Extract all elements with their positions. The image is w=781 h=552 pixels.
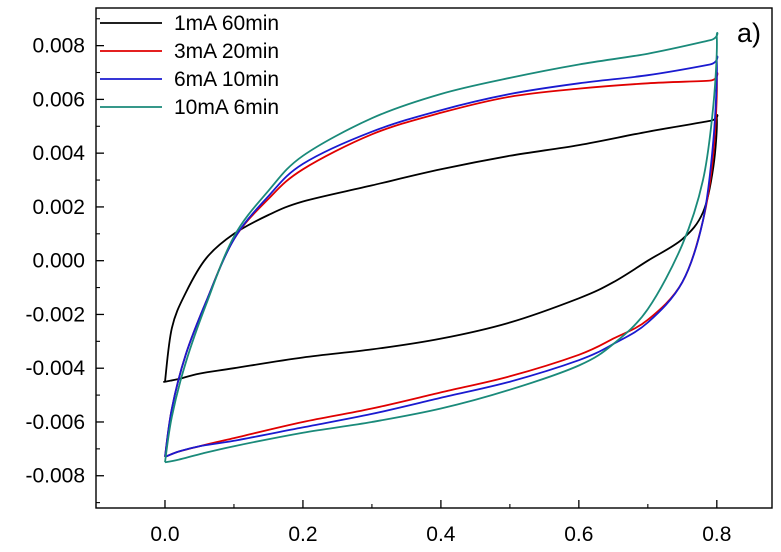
y-tick-label: -0.008 [25, 465, 85, 488]
panel-label: a) [737, 18, 761, 48]
x-tick-label: 0.2 [288, 523, 317, 546]
series-line-1 [163, 114, 719, 383]
legend-label: 1mA 60min [174, 12, 279, 35]
series-lines [163, 32, 719, 464]
series-line-4 [164, 32, 719, 464]
axes: 0.0 0.2 0.4 0.6 0.8 0.008 0.006 0.004 0.002 0.000… [25, 7, 773, 546]
x-tick-label: 0.6 [564, 523, 593, 546]
y-tick-label: -0.004 [25, 357, 85, 380]
legend: 1mA 60min 3mA 20min 6mA 10min 10mA 6min [100, 12, 279, 119]
x-tick-label: 0.0 [150, 523, 179, 546]
y-tick-label: 0.006 [32, 88, 85, 111]
series-line-2 [164, 72, 719, 458]
series-line-3 [164, 55, 719, 458]
y-tick-label: 0.008 [32, 35, 85, 58]
x-tick-label: 0.4 [426, 523, 456, 546]
legend-label: 6mA 10min [174, 68, 279, 91]
x-tick-label: 0.8 [702, 523, 731, 546]
y-tick-label: -0.002 [25, 303, 85, 326]
y-tick-label: 0.004 [32, 142, 85, 165]
y-tick-label: -0.006 [25, 411, 85, 434]
y-tick-label: 0.000 [32, 250, 85, 273]
plot-frame [95, 7, 773, 509]
legend-label: 3mA 20min [174, 40, 279, 63]
legend-label: 10mA 6min [174, 96, 279, 119]
y-tick-label: 0.002 [32, 196, 85, 219]
